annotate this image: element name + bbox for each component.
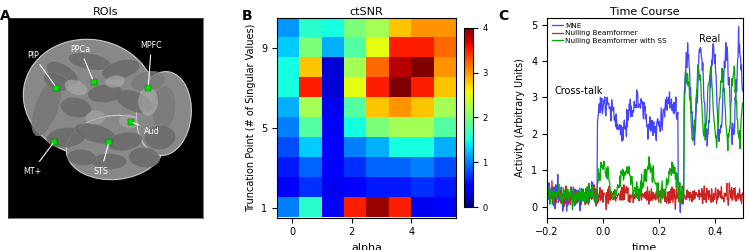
Ellipse shape: [129, 148, 160, 168]
Nulling Beamformer: [621, 191, 630, 194]
Title: Time Course: Time Course: [610, 7, 680, 17]
Ellipse shape: [64, 80, 87, 95]
Nulling Beamformer: [602, 208, 610, 211]
Nulling Beamformer with SS: [738, 102, 747, 105]
Ellipse shape: [107, 132, 142, 151]
Ellipse shape: [116, 90, 153, 113]
Nulling Beamformer with SS: [666, 170, 675, 172]
Nulling Beamformer: [685, 194, 694, 196]
Text: Cross-talk: Cross-talk: [555, 86, 603, 96]
MNE: [620, 118, 629, 122]
Line: Nulling Beamformer with SS: Nulling Beamformer with SS: [547, 65, 742, 210]
Ellipse shape: [144, 126, 176, 150]
Ellipse shape: [152, 86, 176, 130]
Nulling Beamformer: [608, 197, 616, 200]
Ellipse shape: [44, 72, 69, 91]
Text: PPCa: PPCa: [70, 44, 92, 79]
Ellipse shape: [74, 123, 116, 144]
X-axis label: alpha: alpha: [351, 243, 382, 250]
X-axis label: time: time: [632, 243, 658, 250]
Text: STS: STS: [94, 144, 109, 176]
MNE: [542, 196, 551, 198]
MNE: [738, 90, 747, 92]
Nulling Beamformer with SS: [568, 208, 577, 211]
Nulling Beamformer with SS: [620, 174, 629, 177]
Y-axis label: Activity (Arbitrary Units): Activity (Arbitrary Units): [515, 58, 526, 177]
Ellipse shape: [105, 75, 125, 88]
Ellipse shape: [92, 154, 127, 170]
MNE: [676, 211, 685, 214]
Ellipse shape: [46, 62, 78, 86]
Ellipse shape: [119, 114, 139, 128]
MNE: [606, 114, 615, 117]
Title: ctSNR: ctSNR: [350, 7, 383, 17]
Nulling Beamformer with SS: [542, 201, 551, 204]
Nulling Beamformer with SS: [607, 190, 616, 193]
MNE: [665, 107, 674, 110]
Ellipse shape: [61, 97, 92, 118]
Text: A: A: [0, 10, 10, 24]
Ellipse shape: [66, 115, 164, 180]
MNE: [566, 192, 575, 195]
Ellipse shape: [46, 128, 86, 148]
Ellipse shape: [139, 88, 158, 116]
MNE: [685, 68, 694, 71]
Ellipse shape: [23, 39, 156, 156]
Text: B: B: [242, 10, 252, 24]
Text: PIP: PIP: [27, 50, 55, 85]
Nulling Beamformer: [548, 179, 556, 182]
Nulling Beamformer: [542, 190, 551, 193]
Ellipse shape: [68, 150, 97, 166]
Nulling Beamformer: [686, 190, 694, 194]
Legend: MNE, Nulling Beamformer, Nulling Beamformer with SS: MNE, Nulling Beamformer, Nulling Beamfor…: [550, 21, 668, 45]
Nulling Beamformer with SS: [694, 63, 703, 66]
Text: MPFC: MPFC: [140, 40, 162, 85]
Nulling Beamformer with SS: [684, 80, 693, 84]
Y-axis label: Truncation Point (# of Singular Values): Truncation Point (# of Singular Values): [246, 23, 256, 212]
Text: MT+: MT+: [23, 144, 52, 176]
Ellipse shape: [68, 53, 111, 70]
Line: Nulling Beamformer: Nulling Beamformer: [547, 181, 742, 210]
Ellipse shape: [86, 110, 105, 124]
Title: ROIs: ROIs: [92, 7, 118, 17]
Ellipse shape: [130, 71, 166, 92]
Line: MNE: MNE: [547, 27, 742, 212]
Nulling Beamformer: [667, 188, 676, 190]
Text: Aud: Aud: [134, 122, 160, 136]
Nulling Beamformer with SS: [566, 186, 575, 189]
Ellipse shape: [136, 72, 191, 156]
Ellipse shape: [102, 60, 140, 80]
Text: Real: Real: [700, 34, 721, 43]
Ellipse shape: [32, 79, 62, 136]
MNE: [684, 53, 693, 56]
MNE: [734, 25, 743, 28]
Ellipse shape: [88, 84, 123, 102]
Nulling Beamformer: [738, 192, 747, 194]
Text: C: C: [498, 10, 508, 24]
Nulling Beamformer: [566, 192, 575, 195]
Nulling Beamformer with SS: [685, 98, 694, 101]
